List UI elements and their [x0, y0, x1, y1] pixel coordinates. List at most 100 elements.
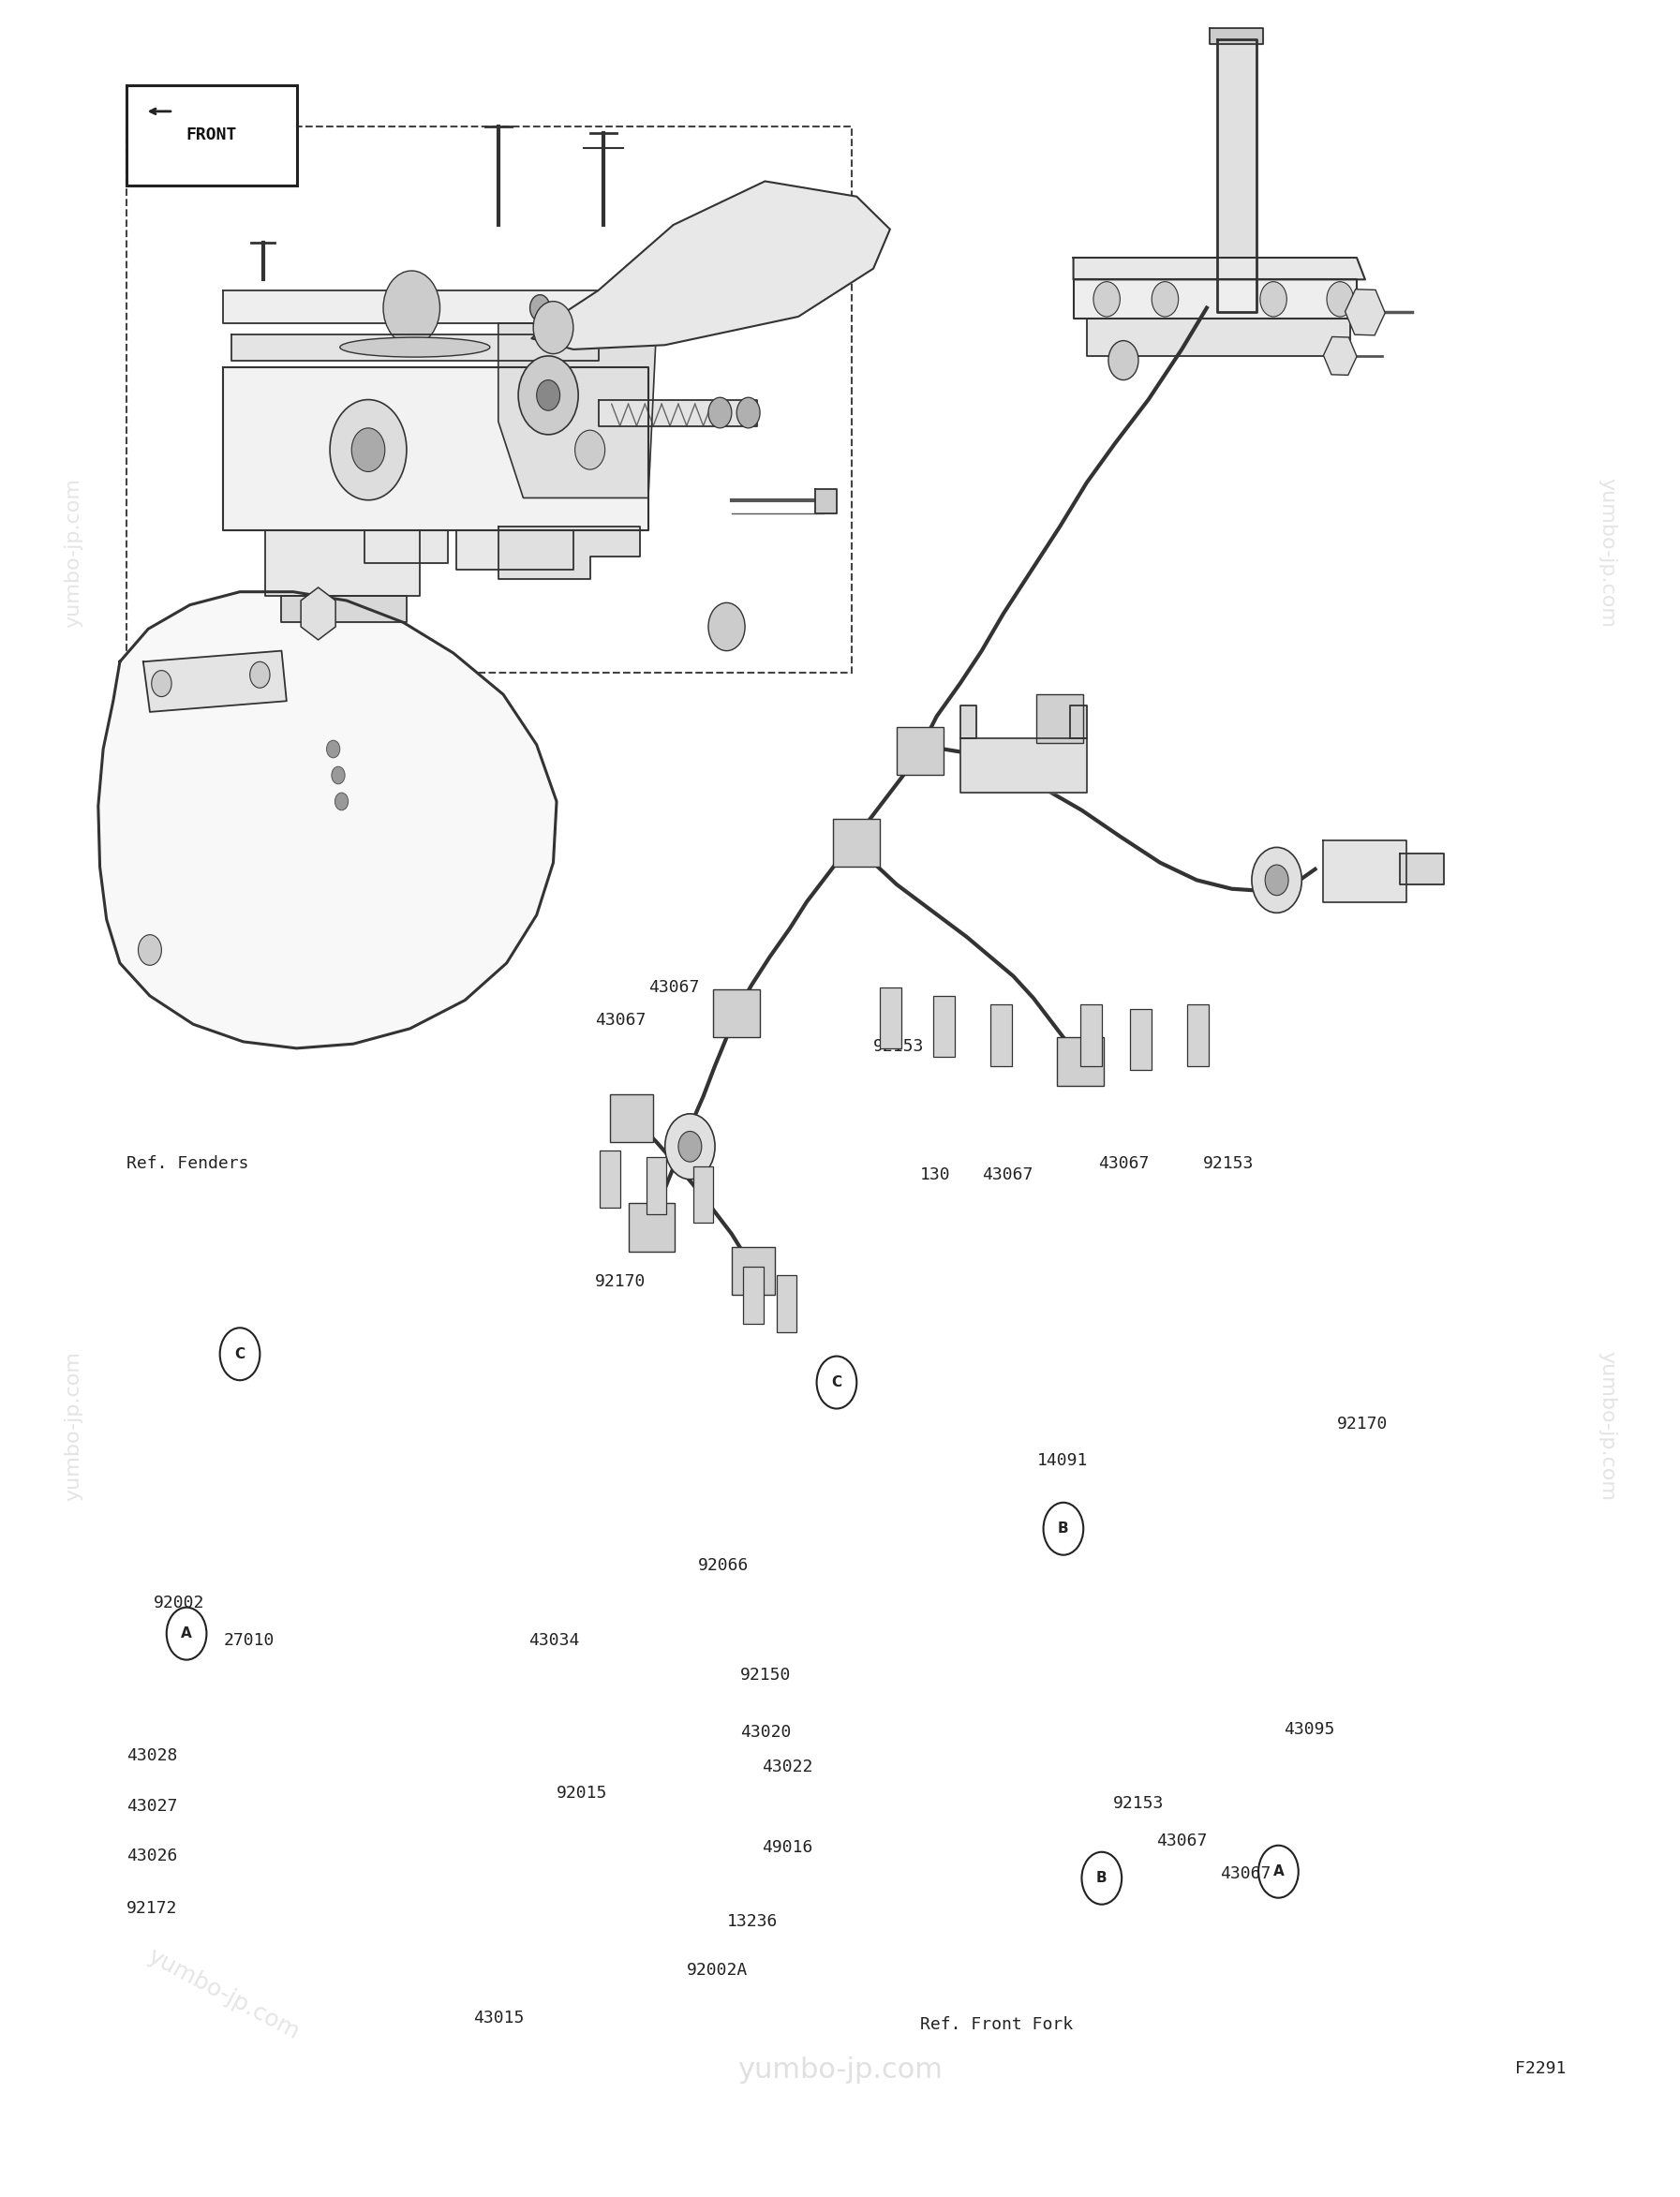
Text: 43067: 43067 [595, 1011, 645, 1028]
Circle shape [334, 793, 348, 811]
Text: Ref. Front Fork: Ref. Front Fork [921, 2017, 1074, 2032]
Polygon shape [598, 400, 756, 426]
Polygon shape [1070, 705, 1087, 738]
Polygon shape [282, 595, 407, 622]
Text: 27010: 27010 [223, 1632, 274, 1648]
Text: 43067: 43067 [981, 1167, 1033, 1184]
Polygon shape [1074, 279, 1357, 319]
FancyBboxPatch shape [126, 86, 297, 185]
Text: 43022: 43022 [761, 1758, 813, 1775]
Bar [647, 1158, 667, 1215]
Text: yumbo-jp.com: yumbo-jp.com [1598, 1351, 1616, 1501]
Circle shape [138, 934, 161, 964]
Text: 43067: 43067 [1220, 1865, 1272, 1883]
Text: 92153: 92153 [1203, 1156, 1255, 1173]
Circle shape [1109, 341, 1139, 380]
Bar [990, 1004, 1011, 1066]
Circle shape [1327, 281, 1354, 316]
Text: 92066: 92066 [699, 1558, 749, 1575]
Bar [610, 1094, 654, 1142]
Text: B: B [1097, 1872, 1107, 1885]
Circle shape [679, 1131, 702, 1162]
Ellipse shape [339, 338, 491, 358]
Text: 92170: 92170 [595, 1274, 645, 1290]
Circle shape [1265, 866, 1289, 896]
Circle shape [1260, 281, 1287, 316]
Polygon shape [1210, 29, 1263, 44]
Polygon shape [815, 490, 837, 514]
Bar [600, 1151, 620, 1208]
Text: 49016: 49016 [761, 1839, 813, 1856]
Text: 92170: 92170 [1337, 1415, 1388, 1432]
Circle shape [326, 740, 339, 758]
Text: 43067: 43067 [1099, 1156, 1149, 1173]
Polygon shape [457, 532, 573, 569]
Text: FRONT: FRONT [186, 127, 237, 143]
Text: 43026: 43026 [126, 1848, 178, 1865]
Polygon shape [143, 650, 287, 712]
Text: 92015: 92015 [556, 1784, 608, 1802]
Circle shape [709, 398, 732, 428]
Bar [732, 1248, 774, 1294]
Bar [833, 819, 880, 868]
Text: 43095: 43095 [1284, 1720, 1334, 1738]
Bar [1037, 694, 1084, 743]
Circle shape [665, 1114, 716, 1180]
Circle shape [329, 400, 407, 501]
Text: F2291: F2291 [1515, 2061, 1566, 2076]
Text: yumbo-jp.com: yumbo-jp.com [64, 477, 82, 628]
Text: 92002: 92002 [153, 1595, 205, 1610]
Polygon shape [1216, 40, 1257, 312]
Bar [1080, 1004, 1102, 1066]
Text: 92150: 92150 [739, 1668, 791, 1683]
Text: 130: 130 [921, 1167, 951, 1184]
Bar [934, 995, 954, 1057]
Circle shape [517, 356, 578, 435]
Polygon shape [223, 290, 606, 323]
Polygon shape [1074, 257, 1366, 279]
Polygon shape [223, 367, 648, 532]
Circle shape [250, 661, 270, 688]
Bar [743, 1268, 763, 1323]
Text: C: C [832, 1375, 842, 1389]
Polygon shape [97, 591, 556, 1048]
Polygon shape [959, 738, 1087, 793]
Text: yumbo-jp.com: yumbo-jp.com [64, 1351, 82, 1501]
Circle shape [536, 380, 559, 411]
Text: 92002A: 92002A [687, 1962, 748, 1977]
Polygon shape [531, 180, 890, 349]
Bar [1131, 1008, 1152, 1070]
Circle shape [383, 270, 440, 345]
Bar [1186, 1004, 1208, 1066]
Text: A: A [181, 1626, 192, 1641]
Text: yumbo-jp.com: yumbo-jp.com [1598, 477, 1616, 628]
Circle shape [529, 294, 549, 321]
Bar [628, 1204, 675, 1252]
Text: 92153: 92153 [1114, 1795, 1164, 1813]
Polygon shape [265, 532, 420, 595]
Text: yumbo-jp.com: yumbo-jp.com [143, 1944, 302, 2043]
Polygon shape [1399, 855, 1443, 885]
Text: 43020: 43020 [739, 1722, 791, 1740]
Text: yumbo-jp.com: yumbo-jp.com [738, 2056, 942, 2085]
Text: 92172: 92172 [126, 1900, 178, 1918]
Bar [880, 986, 902, 1048]
Polygon shape [1087, 319, 1351, 356]
Polygon shape [499, 527, 640, 578]
Polygon shape [1324, 841, 1406, 903]
Circle shape [331, 767, 344, 784]
Text: A: A [1273, 1865, 1284, 1878]
Bar [776, 1276, 796, 1331]
Polygon shape [365, 532, 449, 562]
Text: 43027: 43027 [126, 1797, 178, 1815]
Bar [694, 1167, 714, 1224]
Text: 43015: 43015 [472, 2010, 524, 2026]
Circle shape [351, 428, 385, 472]
Text: 43034: 43034 [528, 1632, 580, 1648]
Text: 92153: 92153 [874, 1037, 924, 1055]
Circle shape [1152, 281, 1178, 316]
Polygon shape [499, 323, 657, 499]
Bar [714, 989, 759, 1037]
Bar [897, 727, 944, 776]
Circle shape [1252, 848, 1302, 914]
